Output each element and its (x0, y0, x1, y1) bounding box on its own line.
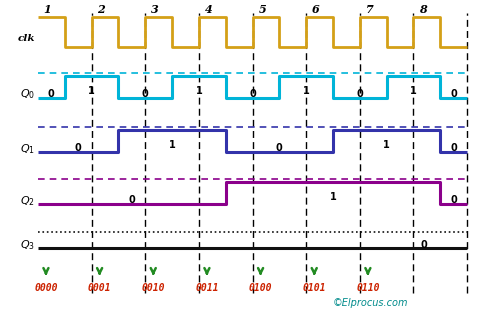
Text: 2: 2 (97, 4, 105, 15)
Text: $Q_0$: $Q_0$ (20, 88, 35, 101)
Text: 1: 1 (168, 140, 175, 150)
Text: 7: 7 (366, 4, 373, 15)
Text: 0: 0 (129, 195, 135, 205)
Text: 1: 1 (195, 86, 202, 96)
Text: 1: 1 (44, 4, 51, 15)
Text: 0010: 0010 (142, 283, 165, 293)
Text: 0: 0 (450, 89, 457, 99)
Text: 1: 1 (410, 86, 417, 96)
Text: 4: 4 (204, 4, 212, 15)
Text: 3: 3 (151, 4, 159, 15)
Text: 0: 0 (249, 89, 256, 99)
Text: $Q_1$: $Q_1$ (20, 142, 35, 156)
Text: 0100: 0100 (249, 283, 272, 293)
Text: 0: 0 (357, 89, 363, 99)
Text: 0: 0 (276, 143, 283, 153)
Text: 0001: 0001 (88, 283, 111, 293)
Text: 0000: 0000 (34, 283, 58, 293)
Text: 0: 0 (75, 143, 82, 153)
Text: 0110: 0110 (356, 283, 380, 293)
Text: 1: 1 (384, 140, 390, 150)
Text: 0: 0 (450, 195, 457, 205)
Text: 0: 0 (142, 89, 149, 99)
Text: 0: 0 (48, 89, 55, 99)
Text: 0011: 0011 (195, 283, 219, 293)
Text: 0: 0 (450, 143, 457, 153)
Text: 6: 6 (312, 4, 320, 15)
Text: 5: 5 (258, 4, 266, 15)
Text: $Q_2$: $Q_2$ (20, 194, 35, 208)
Text: 1: 1 (303, 86, 310, 96)
Text: 1: 1 (88, 86, 95, 96)
Text: 1: 1 (330, 192, 336, 203)
Text: clk: clk (18, 34, 35, 43)
Text: 8: 8 (419, 4, 427, 15)
Text: 0101: 0101 (302, 283, 326, 293)
Text: 0: 0 (421, 240, 428, 250)
Text: $Q_3$: $Q_3$ (20, 238, 35, 252)
Text: ©Elprocus.com: ©Elprocus.com (333, 298, 408, 308)
